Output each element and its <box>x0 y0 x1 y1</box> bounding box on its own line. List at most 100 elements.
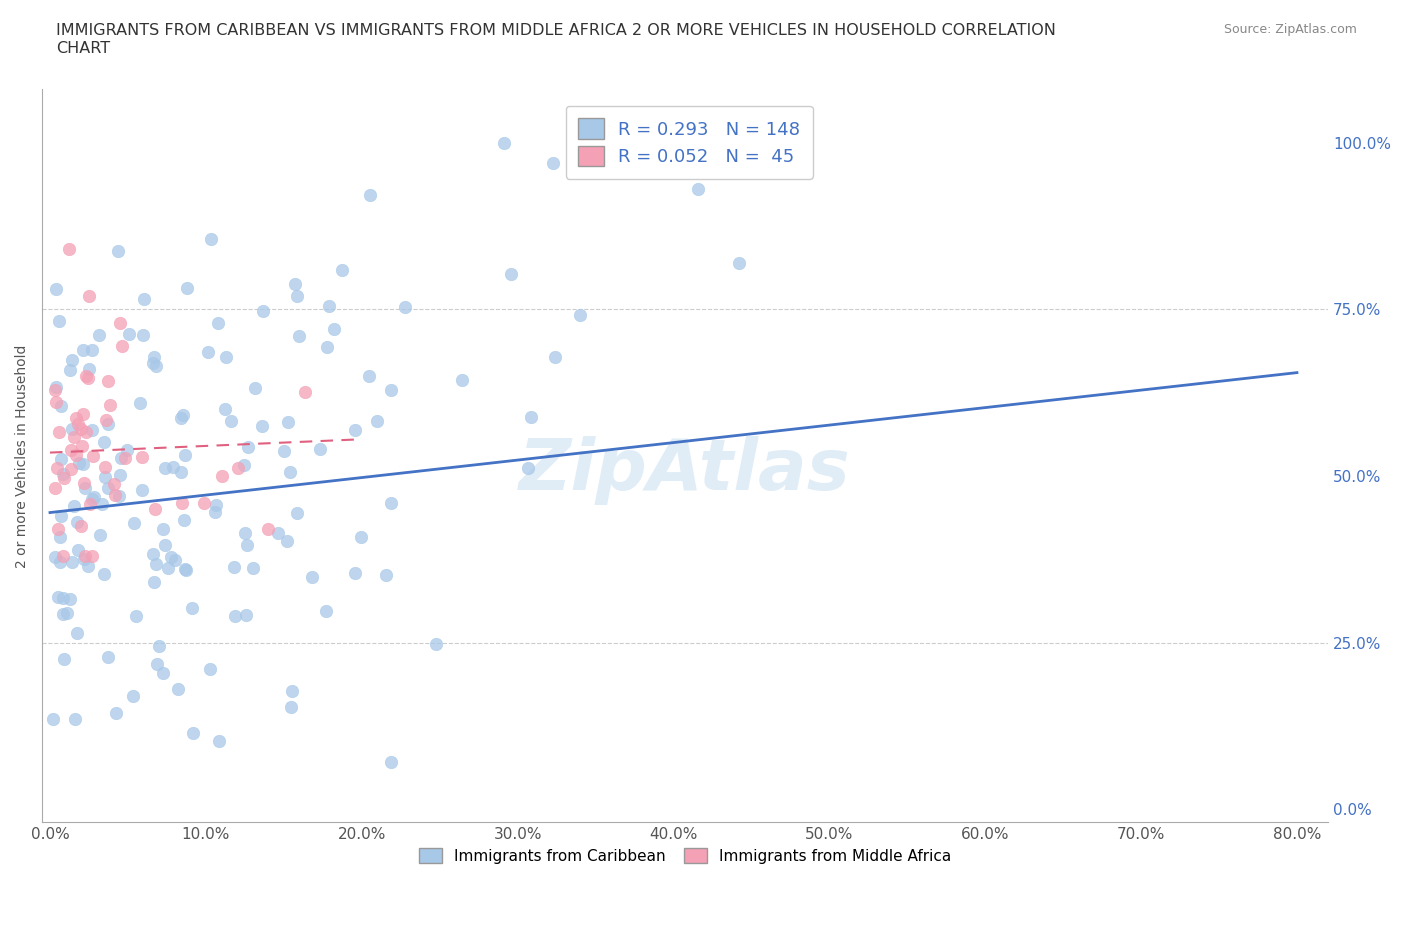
Point <box>257 522 280 537</box>
Point <box>124 516 146 531</box>
Point <box>278 464 301 479</box>
Point <box>167 682 190 697</box>
Point <box>214 402 236 417</box>
Point <box>143 501 166 516</box>
Point <box>70 421 93 436</box>
Point <box>394 299 416 314</box>
Point <box>108 467 131 482</box>
Point <box>176 563 198 578</box>
Point <box>520 409 543 424</box>
Text: ZipAtlas: ZipAtlas <box>519 436 851 505</box>
Point <box>142 546 165 561</box>
Point <box>277 415 299 430</box>
Point <box>224 608 246 623</box>
Point <box>309 442 332 457</box>
Point <box>148 638 170 653</box>
Point <box>77 288 100 303</box>
Point <box>60 352 83 367</box>
Point <box>568 307 591 322</box>
Point <box>79 497 101 512</box>
Point <box>108 315 131 330</box>
Point <box>110 451 132 466</box>
Point <box>287 328 309 343</box>
Point <box>97 417 120 432</box>
Point <box>131 449 153 464</box>
Point <box>128 396 150 411</box>
Point <box>49 555 72 570</box>
Point <box>72 457 94 472</box>
Point <box>207 315 229 330</box>
Point <box>170 410 193 425</box>
Point <box>245 380 267 395</box>
Point <box>46 590 69 604</box>
Point <box>105 706 128 721</box>
Point <box>204 505 226 520</box>
Point <box>65 711 87 726</box>
Text: IMMIGRANTS FROM CARIBBEAN VS IMMIGRANTS FROM MIDDLE AFRICA 2 OR MORE VEHICLES IN: IMMIGRANTS FROM CARIBBEAN VS IMMIGRANTS … <box>56 23 1056 56</box>
Point <box>66 514 89 529</box>
Point <box>67 417 90 432</box>
Point <box>350 529 373 544</box>
Point <box>205 498 228 512</box>
Point <box>142 355 165 370</box>
Point <box>380 755 402 770</box>
Point <box>198 662 221 677</box>
Point <box>83 489 105 504</box>
Point <box>52 606 75 621</box>
Point <box>104 487 127 502</box>
Point <box>52 549 75 564</box>
Point <box>322 322 344 337</box>
Point <box>52 591 75 605</box>
Point <box>44 383 66 398</box>
Point <box>48 313 70 328</box>
Point <box>87 327 110 342</box>
Point <box>359 368 381 383</box>
Point <box>208 734 231 749</box>
Point <box>59 363 82 378</box>
Point <box>90 497 112 512</box>
Point <box>145 556 167 571</box>
Point <box>73 549 96 564</box>
Point <box>48 529 70 544</box>
Point <box>301 570 323 585</box>
Point <box>80 342 103 357</box>
Point <box>65 447 87 462</box>
Point <box>180 601 202 616</box>
Point <box>70 518 93 533</box>
Point <box>215 350 238 365</box>
Point <box>285 506 308 521</box>
Point <box>62 430 84 445</box>
Point <box>366 414 388 429</box>
Point <box>544 350 567 365</box>
Point <box>80 422 103 437</box>
Point <box>94 470 117 485</box>
Point <box>143 350 166 365</box>
Point <box>49 398 72 413</box>
Point <box>94 459 117 474</box>
Point <box>152 666 174 681</box>
Point <box>235 607 257 622</box>
Point <box>59 461 82 476</box>
Point <box>76 559 98 574</box>
Point <box>89 527 111 542</box>
Point <box>63 498 86 513</box>
Point <box>222 560 245 575</box>
Point <box>65 411 87 426</box>
Point <box>82 448 104 463</box>
Point <box>56 605 79 620</box>
Point <box>197 344 219 359</box>
Point <box>42 711 65 726</box>
Point <box>44 480 66 495</box>
Point <box>73 480 96 495</box>
Point <box>98 398 121 413</box>
Point <box>67 456 90 471</box>
Point <box>93 435 115 450</box>
Point <box>60 421 83 436</box>
Point <box>70 439 93 454</box>
Point <box>76 371 98 386</box>
Point <box>45 460 67 475</box>
Point <box>46 522 69 537</box>
Point <box>380 382 402 397</box>
Point <box>287 288 309 303</box>
Point <box>44 549 66 564</box>
